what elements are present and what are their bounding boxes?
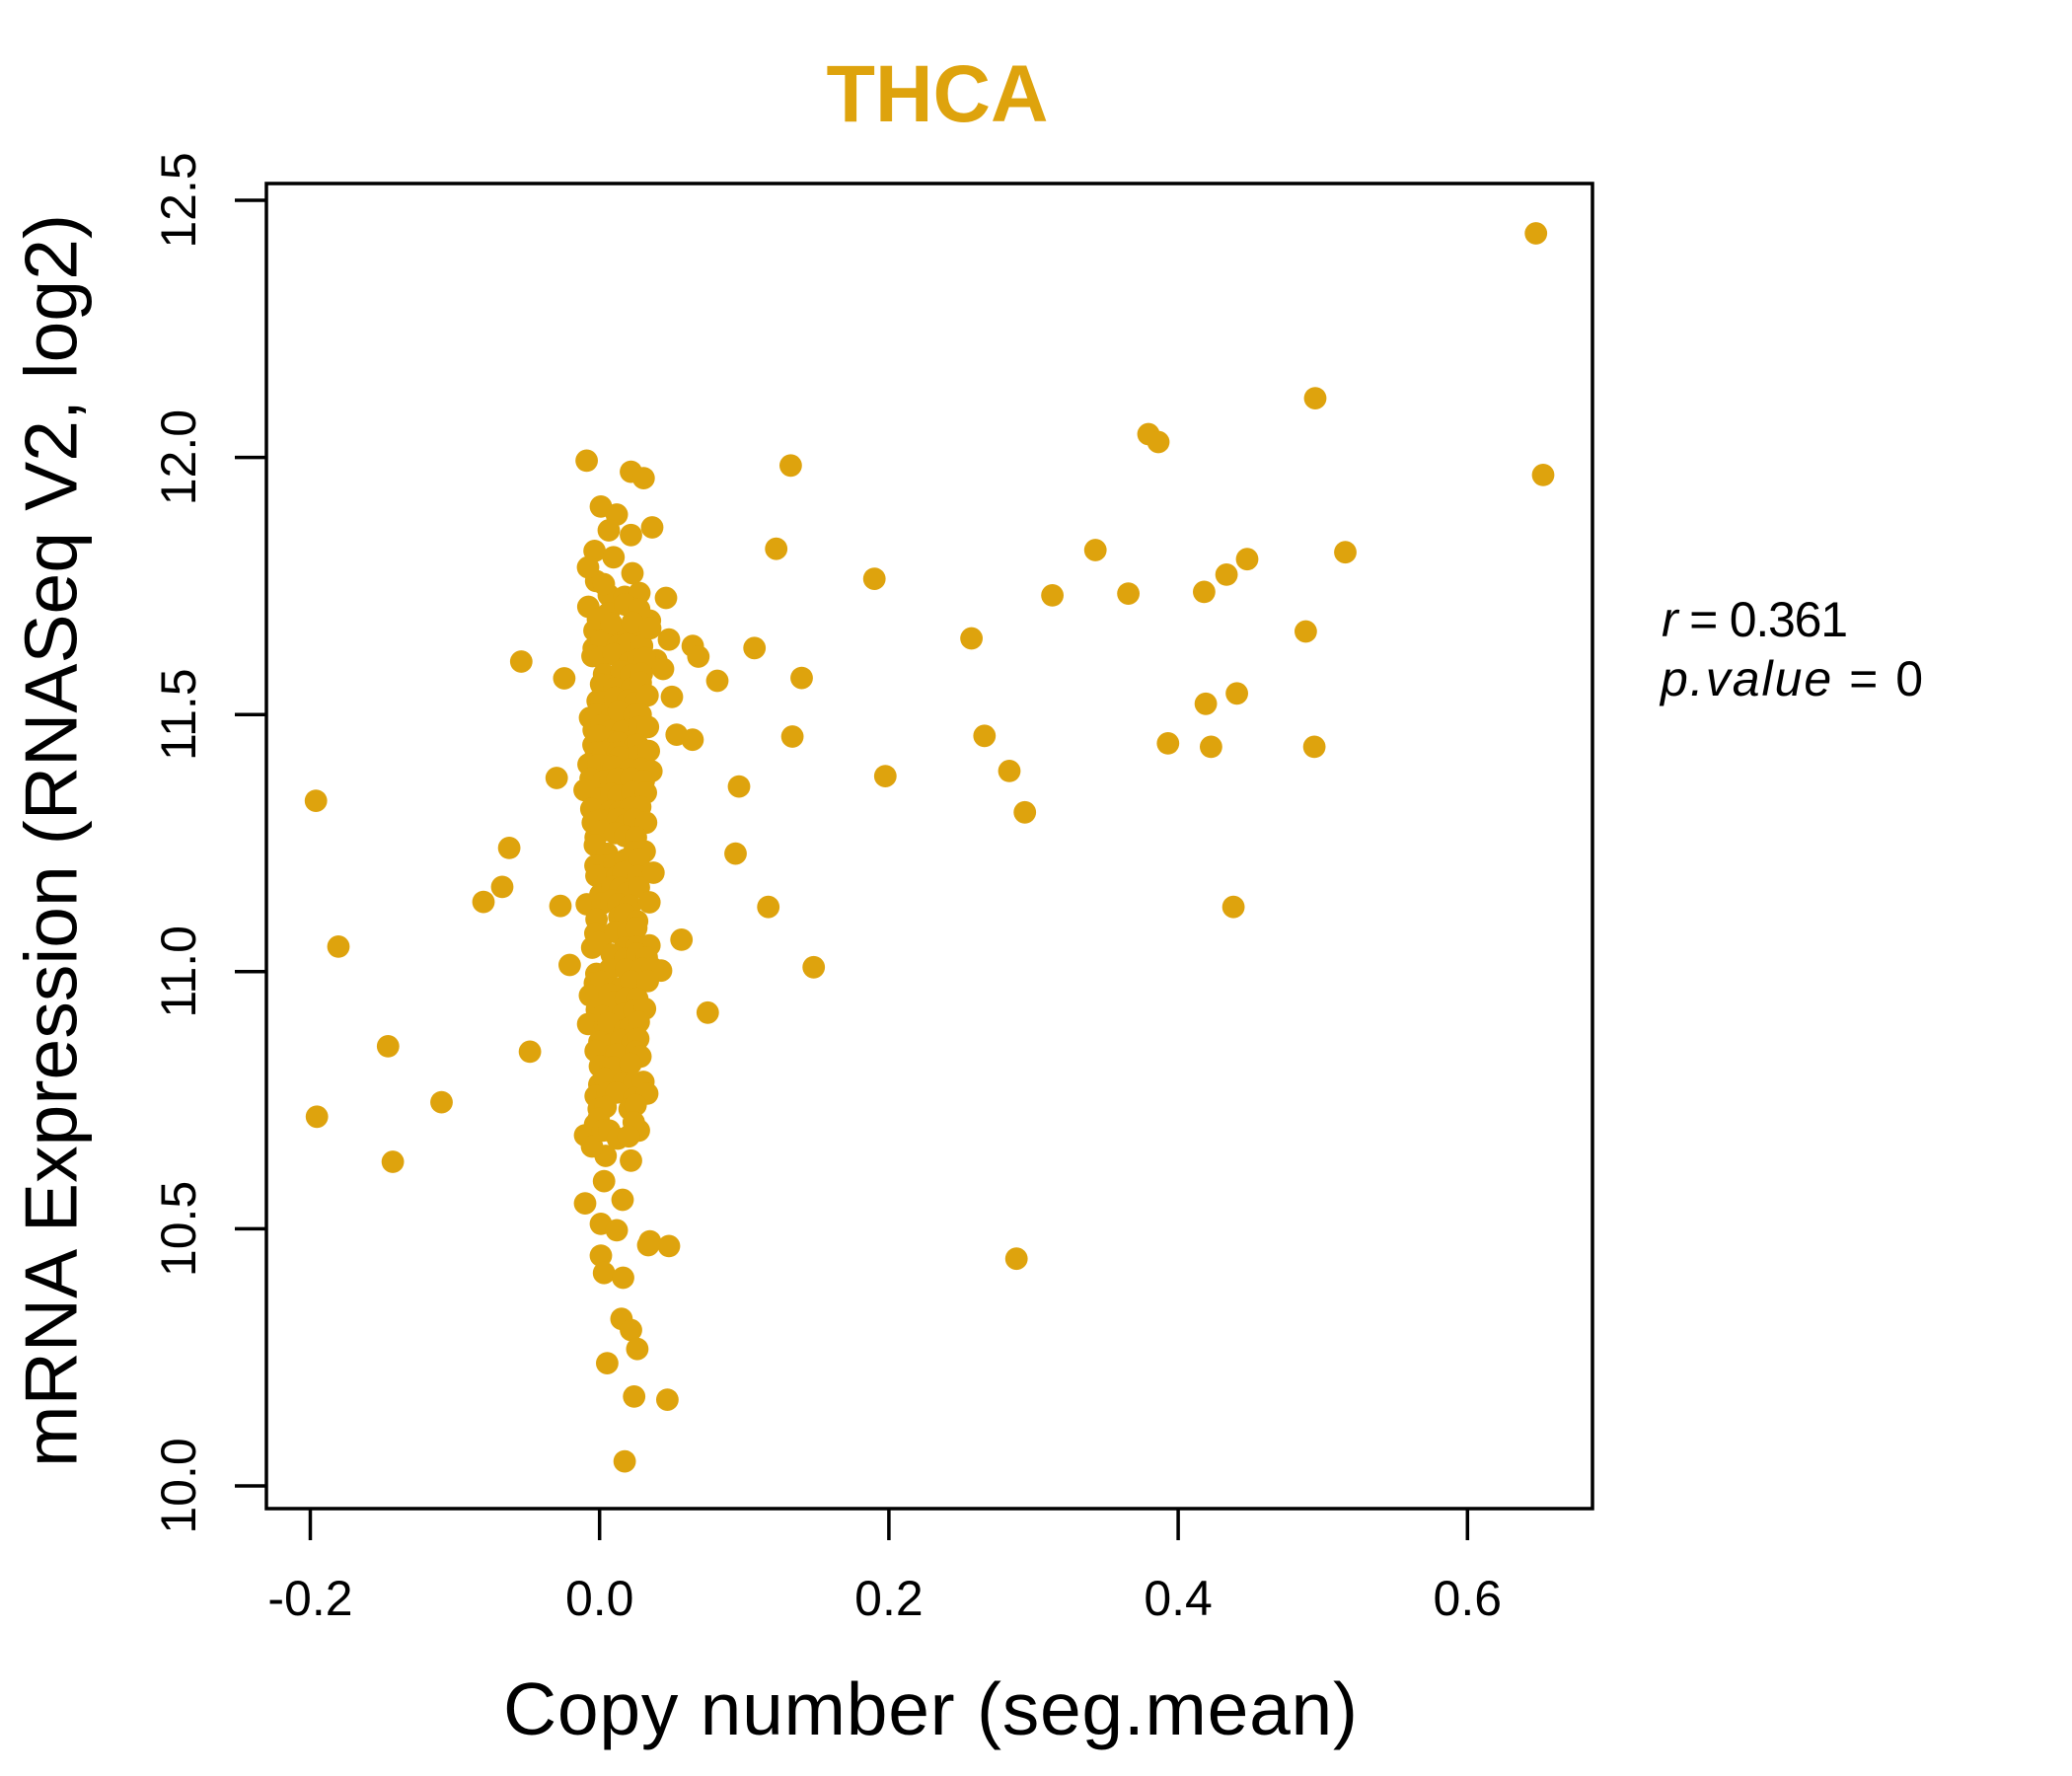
svg-text:mRNA Expression (RNASeq V2, lo: mRNA Expression (RNASeq V2, log2) — [10, 214, 93, 1467]
svg-text:0.6: 0.6 — [1434, 1571, 1503, 1626]
svg-text:11.0: 11.0 — [151, 925, 206, 1018]
svg-text:Copy number (seg.mean): Copy number (seg.mean) — [503, 1667, 1358, 1750]
svg-text:0.4: 0.4 — [1144, 1571, 1213, 1626]
svg-text:12.5: 12.5 — [151, 152, 206, 248]
svg-text:-0.2: -0.2 — [267, 1571, 352, 1626]
svg-text:11.5: 11.5 — [151, 668, 206, 761]
svg-text:12.0: 12.0 — [151, 409, 206, 505]
svg-text:THCA: THCA — [827, 49, 1049, 139]
svg-text:0.0: 0.0 — [565, 1571, 634, 1626]
svg-text:r = 0.361: r = 0.361 — [1662, 592, 1848, 647]
svg-text:10.0: 10.0 — [151, 1438, 206, 1533]
svg-text:p.value = 0: p.value = 0 — [1659, 651, 1923, 706]
svg-text:10.5: 10.5 — [151, 1181, 206, 1277]
svg-text:0.2: 0.2 — [854, 1571, 924, 1626]
